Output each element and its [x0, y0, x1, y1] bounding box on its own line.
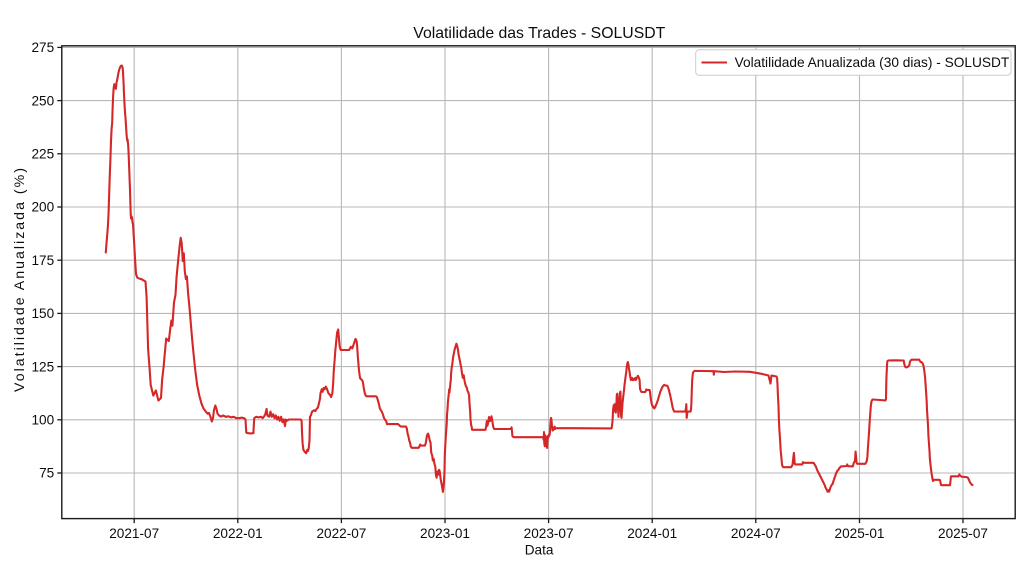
svg-text:Volatilidade Anualizada (30 di: Volatilidade Anualizada (30 dias) - SOLU… — [735, 55, 1010, 70]
svg-text:2025-07: 2025-07 — [938, 526, 988, 541]
svg-text:2023-01: 2023-01 — [420, 526, 470, 541]
svg-text:275: 275 — [32, 40, 55, 55]
svg-text:125: 125 — [32, 359, 55, 374]
svg-text:2024-07: 2024-07 — [731, 526, 781, 541]
svg-text:2022-07: 2022-07 — [316, 526, 366, 541]
svg-text:2022-01: 2022-01 — [213, 526, 263, 541]
svg-text:100: 100 — [32, 413, 55, 428]
svg-text:2025-01: 2025-01 — [835, 526, 885, 541]
svg-text:75: 75 — [39, 466, 54, 481]
svg-text:250: 250 — [32, 93, 55, 108]
svg-text:Volatilidade das Trades - SOLU: Volatilidade das Trades - SOLUSDT — [413, 25, 665, 42]
svg-text:175: 175 — [32, 253, 55, 268]
svg-text:150: 150 — [32, 306, 55, 321]
svg-text:225: 225 — [32, 147, 55, 162]
svg-text:2021-07: 2021-07 — [109, 526, 159, 541]
svg-text:2023-07: 2023-07 — [524, 526, 574, 541]
svg-text:Volatilidade Anualizada (%): Volatilidade Anualizada (%) — [12, 166, 28, 392]
svg-text:Data: Data — [525, 543, 554, 558]
svg-text:2024-01: 2024-01 — [627, 526, 677, 541]
svg-text:200: 200 — [32, 200, 55, 215]
